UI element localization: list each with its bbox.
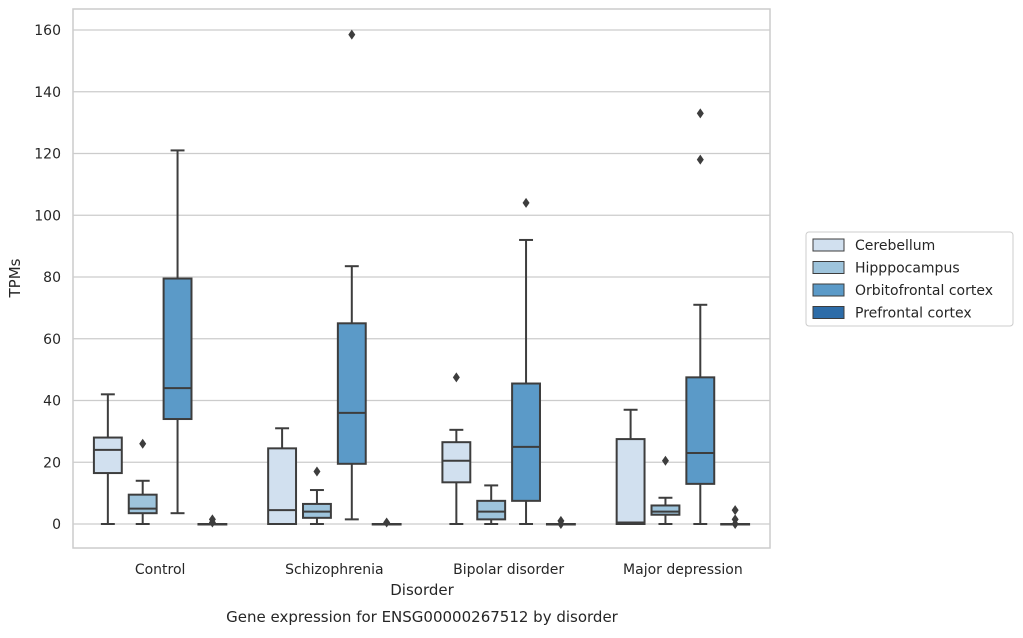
y-axis-title: TPMs	[6, 258, 24, 298]
y-tick-label: 60	[43, 332, 61, 348]
box-3-3[interactable]	[720, 505, 751, 529]
box-iqr	[162, 277, 193, 421]
legend-label: Prefrontal cortex	[855, 306, 972, 322]
y-tick-label: 0	[52, 517, 61, 533]
box-0-1[interactable]	[267, 427, 298, 526]
x-tick-label: Schizophrenia	[285, 562, 383, 578]
box-0-3[interactable]	[615, 408, 646, 525]
box-3-2[interactable]	[545, 515, 576, 529]
legend[interactable]: Cerebellum Hipppocampus Orbitofrontal cort…	[805, 231, 1014, 327]
outlier-point	[696, 154, 704, 165]
box-1-3[interactable]	[650, 455, 681, 525]
legend-label: Cerebellum	[855, 238, 935, 254]
legend-swatch	[812, 238, 845, 252]
x-tick-labels: Control Schizophrenia Bipolar disorder Majo…	[135, 562, 743, 578]
outlier-point	[696, 108, 704, 119]
legend-swatch	[812, 306, 845, 319]
box-layer	[92, 29, 751, 529]
box-0-2[interactable]	[441, 372, 472, 525]
y-tick-label: 160	[34, 23, 61, 39]
outlier-point	[452, 372, 460, 383]
outlier-point	[383, 517, 391, 528]
box-3-1[interactable]	[371, 517, 402, 528]
outlier-point	[348, 29, 356, 40]
box-2-1[interactable]	[336, 29, 367, 521]
y-tick-label: 40	[43, 394, 61, 410]
outlier-point	[731, 519, 739, 529]
plot-area-frame	[72, 8, 771, 549]
y-tick-label: 100	[34, 208, 61, 224]
legend-swatch	[812, 283, 845, 297]
legend-label: Hipppocampus	[855, 261, 960, 277]
outlier-point	[522, 197, 530, 208]
outlier-point	[313, 466, 321, 477]
legend-label: Orbitofrontal cortex	[855, 283, 993, 299]
box-iqr	[615, 438, 646, 525]
box-iqr	[92, 436, 123, 475]
box-iqr	[476, 499, 507, 521]
box-iqr	[336, 322, 367, 465]
chart-caption: Gene expression for ENSG00000267512 by d…	[226, 608, 619, 626]
box-1-0[interactable]	[127, 438, 158, 525]
box-iqr	[511, 382, 541, 502]
legend-swatch	[812, 261, 845, 274]
outlier-point	[208, 517, 216, 528]
box-3-0[interactable]	[197, 514, 228, 528]
box-1-1[interactable]	[302, 466, 332, 525]
box-iqr	[650, 504, 681, 516]
box-1-2[interactable]	[476, 484, 507, 525]
y-tick-label: 120	[34, 147, 61, 163]
y-tick-label: 140	[34, 85, 61, 101]
box-iqr	[685, 376, 716, 485]
box-2-0[interactable]	[162, 149, 193, 515]
box-2-3[interactable]	[685, 108, 716, 525]
box-0-0[interactable]	[92, 393, 123, 525]
outlier-point	[557, 519, 565, 529]
box-2-2[interactable]	[511, 197, 541, 525]
outlier-point	[731, 505, 739, 516]
box-iqr	[127, 493, 158, 515]
outlier-point	[139, 438, 147, 449]
x-tick-label: Bipolar disorder	[453, 562, 564, 578]
y-tick-label: 80	[43, 270, 61, 286]
x-axis-title: Disorder	[390, 581, 454, 599]
y-tick-labels: 0 20 40 60 80 100 120 140 160	[34, 23, 61, 533]
box-iqr	[441, 441, 472, 484]
outlier-point	[661, 455, 669, 466]
x-tick-label: Control	[135, 562, 186, 578]
legend-frame	[805, 231, 1014, 327]
box-iqr	[267, 447, 298, 526]
x-tick-label: Major depression	[623, 562, 743, 578]
y-tick-label: 20	[43, 455, 61, 471]
